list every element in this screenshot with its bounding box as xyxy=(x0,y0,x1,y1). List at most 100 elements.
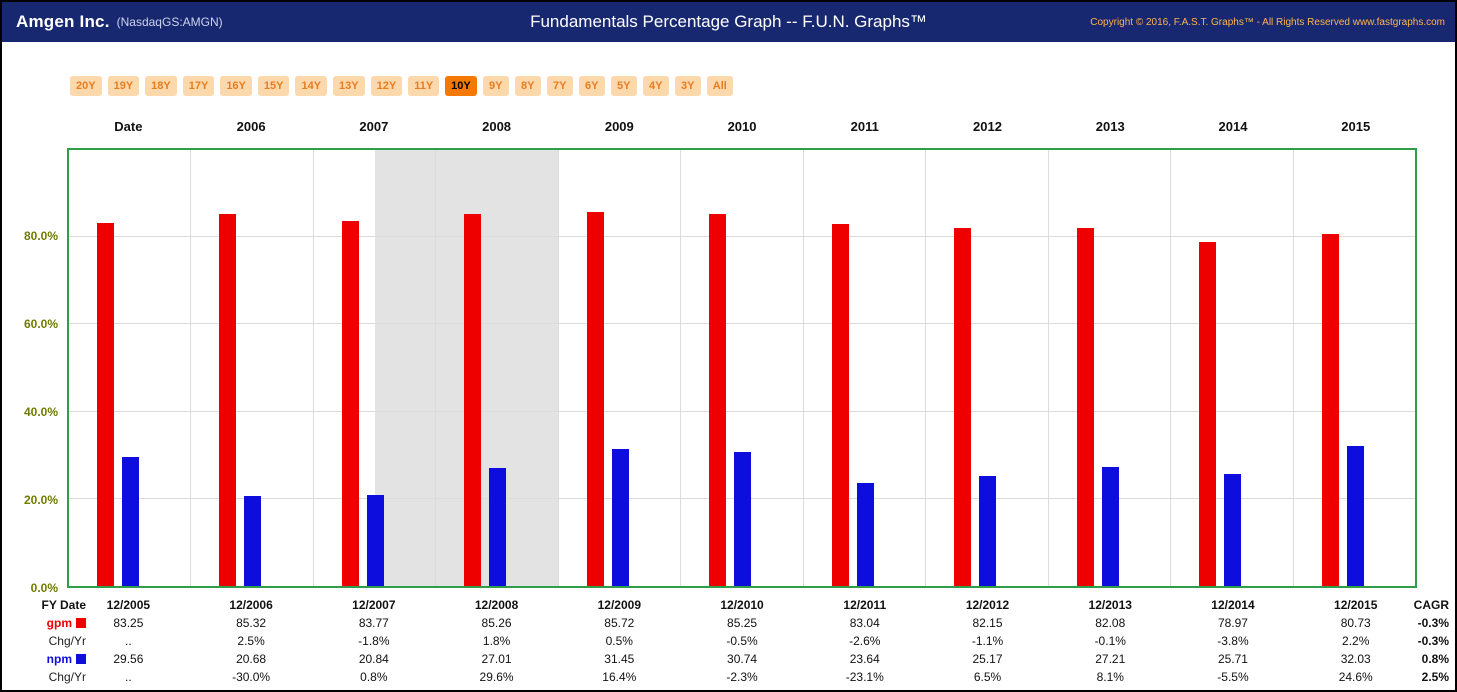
row-label-cell: gpm xyxy=(2,614,92,632)
table-cell: 12/2008 xyxy=(474,598,519,612)
y-tick-label: 80.0% xyxy=(23,229,58,243)
row-values: .. -30.0% 0.8% 29.6% 16.4% -2.3% -23.1% 6.5% 8.1… xyxy=(67,668,1417,686)
table-cell: 25.17 xyxy=(972,652,1003,666)
range-button-4y[interactable]: 4Y xyxy=(642,76,669,96)
chart-column-12-2009 xyxy=(559,150,682,586)
gpm-bar xyxy=(1076,228,1094,586)
table-cell: -1.1% xyxy=(971,634,1004,648)
table-cell: 16.4% xyxy=(602,670,637,684)
npm-bar xyxy=(979,476,997,586)
range-button-14y[interactable]: 14Y xyxy=(295,76,328,96)
cagr-cell: -0.3% xyxy=(1417,616,1449,630)
npm-bar xyxy=(611,448,629,586)
row-label-cell: npm xyxy=(2,650,92,668)
table-cell: 12/2007 xyxy=(352,598,396,612)
chart-column-12-2005 xyxy=(69,150,192,586)
table-cell: 32.03 xyxy=(1340,652,1371,666)
y-tick-label: 20.0% xyxy=(23,493,58,507)
table-cell: 82.15 xyxy=(972,616,1003,630)
gridline-horizontal xyxy=(69,410,1415,412)
year-label-2006: 2006 xyxy=(236,119,266,134)
range-button-13y[interactable]: 13Y xyxy=(333,76,365,96)
range-button-11y[interactable]: 11Y xyxy=(408,76,440,96)
y-axis: 80.0% 60.0% 40.0% 20.0% 0.0% xyxy=(2,148,60,595)
range-button-12y[interactable]: 12Y xyxy=(370,76,403,96)
range-button-19y[interactable]: 19Y xyxy=(107,76,140,96)
year-label-2007: 2007 xyxy=(359,119,389,134)
table-cell: -2.3% xyxy=(726,670,758,684)
gpm-bar xyxy=(97,223,114,586)
npm-bar xyxy=(366,495,384,586)
row-values: 83.25 85.32 83.77 85.26 85.72 85.25 83.04 82.15… xyxy=(67,614,1417,632)
cagr-cell: 2.5% xyxy=(1421,670,1449,684)
y-tick-label: 40.0% xyxy=(23,405,58,419)
copyright-text: Copyright © 2016, F.A.S.T. Graphs™ - All… xyxy=(1090,16,1445,28)
range-button-17y[interactable]: 17Y xyxy=(182,76,215,96)
year-label-2011: 2011 xyxy=(850,119,879,134)
table-cell: 2.5% xyxy=(237,634,265,648)
table-cell: -3.8% xyxy=(1217,634,1249,648)
npm-bar xyxy=(244,495,262,586)
range-button-16y[interactable]: 16Y xyxy=(220,76,252,96)
chart-column-12-2014 xyxy=(1171,150,1294,586)
npm-bar xyxy=(1224,473,1242,586)
range-button-5y[interactable]: 5Y xyxy=(610,76,637,96)
table-cell: 6.5% xyxy=(973,670,1002,684)
table-cell: 12/2013 xyxy=(1088,598,1132,612)
table-cell: .. xyxy=(125,634,132,648)
table-row: gpm 83.25 85.32 83.77 85.26 85.72 85.25 83.04 82… xyxy=(2,614,1455,632)
y-tick-label: 60.0% xyxy=(23,317,58,331)
table-cell: 12/2014 xyxy=(1211,598,1255,612)
table-cell: 27.21 xyxy=(1095,652,1126,666)
range-button-8y[interactable]: 8Y xyxy=(514,76,541,96)
table-cell: 85.26 xyxy=(481,616,512,630)
range-button-10y[interactable]: 10Y xyxy=(445,76,477,96)
year-label-2009: 2009 xyxy=(604,119,634,134)
table-cell: 29.56 xyxy=(113,652,144,666)
date-header-row: Date 2006 2007 2008 2009 2010 2011 2012 2013 2014… xyxy=(67,119,1417,134)
table-cell: 27.01 xyxy=(481,652,512,666)
year-label-2008: 2008 xyxy=(482,119,512,134)
y-tick-label: 0.0% xyxy=(30,581,58,595)
gridline-horizontal xyxy=(69,236,1415,238)
range-button-20y[interactable]: 20Y xyxy=(70,76,102,96)
row-label: npm xyxy=(46,652,72,666)
row-label: FY Date xyxy=(41,598,86,612)
table-cell: 25.71 xyxy=(1217,652,1248,666)
page-title: Fundamentals Percentage Graph -- F.U.N. … xyxy=(530,12,927,31)
range-button-18y[interactable]: 18Y xyxy=(145,76,177,96)
row-label-cell: Chg/Yr xyxy=(2,668,92,686)
table-cell: 30.74 xyxy=(727,652,758,666)
year-label-2014: 2014 xyxy=(1218,119,1248,134)
chart-column-12-2013 xyxy=(1049,150,1172,586)
npm-bar xyxy=(122,457,139,586)
table-cell: 12/2011 xyxy=(843,598,887,612)
table-cell: 20.68 xyxy=(236,652,267,666)
year-label-2013: 2013 xyxy=(1095,119,1125,134)
table-cell: 0.8% xyxy=(360,670,388,684)
table-cell: 83.25 xyxy=(113,616,144,630)
range-button-all[interactable]: All xyxy=(706,76,733,96)
npm-bar xyxy=(1346,446,1364,586)
npm-bar xyxy=(734,451,752,586)
gpm-bar xyxy=(831,223,849,586)
gpm-bar xyxy=(1199,241,1217,586)
table-row: Chg/Yr.. 2.5% -1.8% 1.8% 0.5% -0.5% -2.6% -1.1%… xyxy=(2,632,1455,650)
range-button-6y[interactable]: 6Y xyxy=(578,76,605,96)
range-button-9y[interactable]: 9Y xyxy=(482,76,509,96)
range-button-15y[interactable]: 15Y xyxy=(257,76,290,96)
table-row: Chg/Yr.. -30.0% 0.8% 29.6% 16.4% -2.3% -23.1% 6… xyxy=(2,668,1455,686)
range-button-7y[interactable]: 7Y xyxy=(546,76,573,96)
date-header-label: Date xyxy=(114,119,143,134)
table-cell: 12/2015 xyxy=(1334,598,1378,612)
header-bar: Amgen Inc. (NasdaqGS:AMGN) Fundamentals … xyxy=(2,2,1455,42)
table-cell: 12/2010 xyxy=(720,598,764,612)
gridline-horizontal xyxy=(69,323,1415,325)
gpm-bar xyxy=(586,212,604,586)
company-block: Amgen Inc. (NasdaqGS:AMGN) xyxy=(16,2,223,42)
cagr-cell: 0.8% xyxy=(1421,652,1449,666)
range-button-3y[interactable]: 3Y xyxy=(674,76,701,96)
chart-column-12-2012 xyxy=(926,150,1049,586)
gpm-legend-swatch xyxy=(76,618,86,628)
gpm-bar xyxy=(1321,234,1339,586)
